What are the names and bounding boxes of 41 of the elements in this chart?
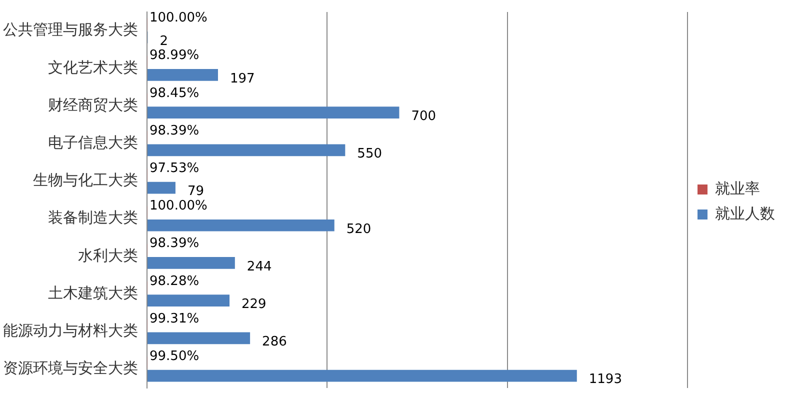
data-label: 79 [187, 184, 204, 200]
data-label: 286 [262, 334, 287, 350]
bar [148, 69, 218, 81]
bar [148, 370, 577, 382]
data-label: 98.39% [150, 123, 200, 138]
y-tick-label: 财经商贸大类 [48, 96, 138, 114]
legend-label: 就业率 [715, 179, 760, 198]
bar [148, 144, 346, 156]
bar [148, 106, 400, 118]
y-tick-label: 资源环境与安全大类 [3, 359, 138, 378]
data-label: 700 [411, 108, 436, 124]
y-tick-label: 电子信息大类 [48, 133, 138, 152]
data-label: 98.99% [150, 48, 200, 64]
data-label: 98.28% [150, 274, 200, 289]
data-label: 99.31% [150, 311, 200, 326]
y-tick-label: 土木建筑大类 [48, 284, 138, 302]
data-label: 197 [230, 71, 255, 86]
bar [148, 182, 176, 194]
y-tick-label: 公共管理与服务大类 [3, 20, 138, 39]
bar [148, 219, 334, 232]
data-label: 100.00% [150, 198, 208, 214]
y-tick-label: 生物与化工大类 [33, 171, 138, 190]
data-label: 100.00% [150, 10, 208, 26]
data-label: 2 [160, 34, 168, 49]
data-label: 550 [357, 146, 382, 162]
data-label: 98.39% [150, 236, 200, 252]
y-tick-label: 装备制造大类 [48, 208, 138, 227]
data-label: 98.45% [150, 86, 200, 101]
legend-label: 就业人数 [715, 204, 775, 222]
y-tick-label: 文化艺术大类 [48, 58, 138, 76]
bar [148, 332, 250, 344]
data-label: 99.50% [150, 348, 200, 364]
y-tick-label: 水利大类 [78, 246, 138, 264]
data-label: 1193 [588, 372, 622, 388]
data-label: 97.53% [150, 160, 200, 176]
y-tick-label: 能源动力与材料大类 [3, 321, 138, 340]
data-label: 520 [346, 222, 372, 237]
data-label: 244 [246, 259, 272, 274]
bar [148, 257, 235, 269]
bar [148, 294, 230, 306]
data-label: 229 [242, 296, 266, 312]
